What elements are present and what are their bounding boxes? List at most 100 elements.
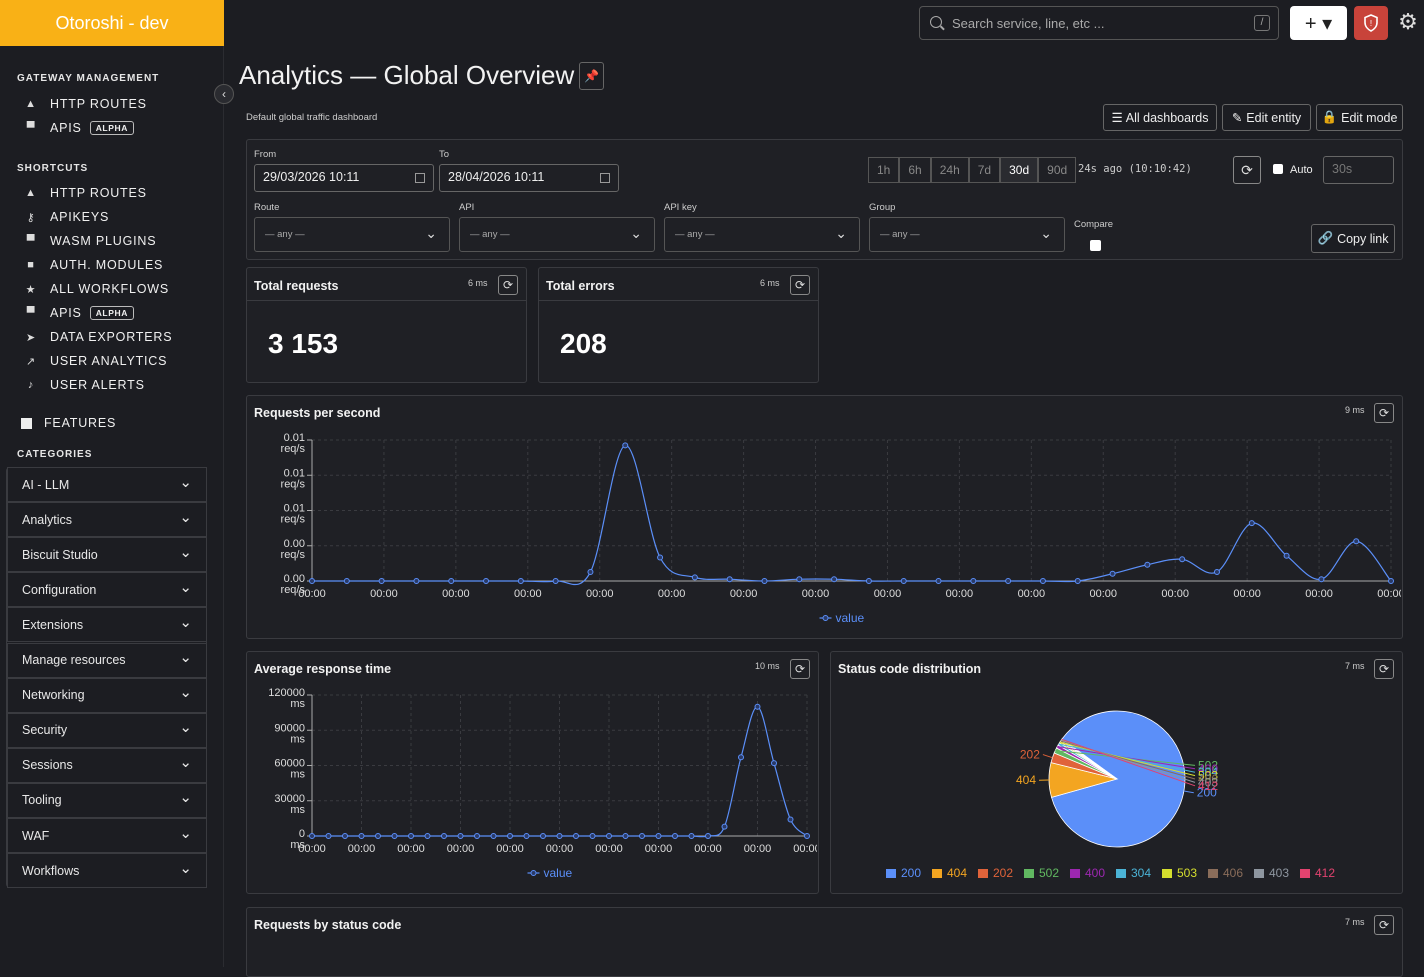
page-title: Analytics — Global Overview [239, 60, 574, 91]
y-tick-label: req/s [281, 443, 306, 455]
filter-label: API key [664, 202, 697, 213]
card-title: Requests by status code [254, 918, 401, 932]
legend-label: 503 [1177, 866, 1197, 880]
legend-swatch [531, 871, 536, 876]
filter-select-group[interactable]: — any —⌄ [869, 217, 1065, 252]
road-icon: ▲ [24, 98, 38, 110]
category-networking[interactable]: Networking⌄ [7, 678, 207, 713]
legend-label: 202 [993, 866, 1013, 880]
card-latency: 10 ms [755, 661, 780, 671]
range-24h[interactable]: 24h [931, 157, 969, 183]
gear-icon[interactable]: ⚙ [1396, 10, 1420, 34]
refresh-icon[interactable]: ⟳ [1374, 403, 1394, 423]
legend-swatch [823, 616, 828, 621]
range-30d[interactable]: 30d [1000, 157, 1038, 183]
refresh-icon[interactable]: ⟳ [1374, 659, 1394, 679]
category-label: Manage resources [22, 653, 126, 667]
sidebar-item-data-exporters[interactable]: ➤DATA EXPORTERS [24, 327, 172, 347]
sidebar-item-http-routes[interactable]: ▲HTTP ROUTES [24, 183, 147, 203]
categories-section-title: CATEGORIES [17, 449, 92, 460]
auto-interval-input[interactable]: 30s [1323, 156, 1394, 184]
edit-entity-button[interactable]: ✎Edit entity [1222, 104, 1311, 131]
legend-label: 403 [1269, 866, 1289, 880]
category-extensions[interactable]: Extensions⌄ [7, 607, 207, 642]
data-point [557, 834, 562, 839]
brand-logo[interactable]: Otoroshi - dev [0, 0, 224, 46]
data-point [574, 834, 579, 839]
data-point [553, 579, 558, 584]
refresh-icon[interactable]: ⟳ [790, 659, 810, 679]
sidebar-item-wasm-plugins[interactable]: ▀WASM PLUGINS [24, 231, 156, 251]
chevron-down-icon: ⌄ [179, 613, 192, 631]
last-refresh: 24s ago (10:10:42) [1078, 163, 1192, 175]
data-point [623, 834, 628, 839]
compare-label: Compare [1074, 219, 1113, 230]
chevron-down-icon: ⌄ [179, 859, 192, 877]
chevron-left-icon[interactable]: ‹ [214, 84, 234, 104]
sidebar-item-user-alerts[interactable]: ♪USER ALERTS [24, 375, 145, 395]
y-tick-label: ms [290, 804, 305, 816]
category-sessions[interactable]: Sessions⌄ [7, 748, 207, 783]
refresh-icon[interactable]: ⟳ [498, 275, 518, 295]
chevron-down-icon: ⌄ [179, 543, 192, 561]
sidebar-item-apikeys[interactable]: ⚷APIKEYS [24, 207, 109, 227]
refresh-icon[interactable]: ⟳ [1233, 156, 1261, 184]
refresh-icon[interactable]: ⟳ [790, 275, 810, 295]
features-link[interactable]: FEATURES [21, 413, 116, 433]
compare-checkbox[interactable] [1090, 240, 1101, 251]
sidebar-item-http-routes[interactable]: ▲HTTP ROUTES [24, 94, 147, 114]
data-point [484, 579, 489, 584]
filter-select-api-key[interactable]: — any —⌄ [664, 217, 860, 252]
x-tick-label: 00:00 [1305, 588, 1333, 600]
category-analytics[interactable]: Analytics⌄ [7, 502, 207, 537]
data-point [1284, 553, 1289, 558]
sidebar-item-label: APIS [50, 121, 82, 135]
link-icon: 🔗 [1318, 231, 1334, 246]
chevron-down-icon: ⌄ [425, 225, 437, 242]
to-date-input[interactable]: 28/04/2026 10:11 [439, 164, 619, 192]
series-line [312, 445, 1391, 584]
category-waf[interactable]: WAF⌄ [7, 818, 207, 853]
sidebar-item-auth-modules[interactable]: ■AUTH. MODULES [24, 255, 163, 275]
category-label: Workflows [22, 864, 79, 878]
refresh-icon[interactable]: ⟳ [1374, 915, 1394, 935]
x-tick-label: 00:00 [298, 588, 326, 600]
calendar-icon [415, 173, 425, 183]
range-90d[interactable]: 90d [1038, 157, 1076, 183]
sidebar-item-all-workflows[interactable]: ★ALL WORKFLOWS [24, 279, 169, 299]
range-1h[interactable]: 1h [868, 157, 899, 183]
shield-button[interactable]: ! [1354, 6, 1388, 40]
chevron-down-icon: ⌄ [835, 225, 847, 242]
category-workflows[interactable]: Workflows ⌄ [7, 853, 207, 888]
pin-icon[interactable]: 📌 [579, 62, 604, 90]
category-configuration[interactable]: Configuration⌄ [7, 572, 207, 607]
copy-link-button[interactable]: 🔗Copy link [1311, 224, 1395, 253]
y-tick-label: ms [290, 769, 305, 781]
category-label: WAF [22, 829, 49, 843]
category-security[interactable]: Security⌄ [7, 713, 207, 748]
data-point [524, 834, 529, 839]
auto-checkbox[interactable] [1273, 164, 1283, 174]
all-dashboards-button[interactable]: ☰All dashboards [1103, 104, 1217, 131]
from-date-input[interactable]: 29/03/2026 10:11 [254, 164, 434, 192]
legend-label: 400 [1085, 866, 1105, 880]
range-6h[interactable]: 6h [899, 157, 930, 183]
sidebar-item-user-analytics[interactable]: ↗USER ANALYTICS [24, 351, 167, 371]
filter-select-route[interactable]: — any —⌄ [254, 217, 450, 252]
filter-select-api[interactable]: — any —⌄ [459, 217, 655, 252]
edit-mode-button[interactable]: 🔒Edit mode [1316, 104, 1403, 131]
range-7d[interactable]: 7d [969, 157, 1000, 183]
data-point [692, 575, 697, 580]
category-biscuit-studio[interactable]: Biscuit Studio⌄ [7, 537, 207, 572]
category-manage-resources[interactable]: Manage resources⌄ [7, 643, 207, 678]
category-ai-llm[interactable]: AI - LLM⌄ [7, 467, 207, 502]
add-button[interactable]: + ▾ [1290, 6, 1347, 40]
chevron-down-icon: ⌄ [1040, 225, 1052, 242]
category-tooling[interactable]: Tooling⌄ [7, 783, 207, 818]
search-input[interactable]: Search service, line, etc ... / [919, 6, 1279, 40]
card-title: Requests per second [254, 406, 380, 420]
chevron-down-icon: ⌄ [630, 225, 642, 242]
data-point [392, 834, 397, 839]
